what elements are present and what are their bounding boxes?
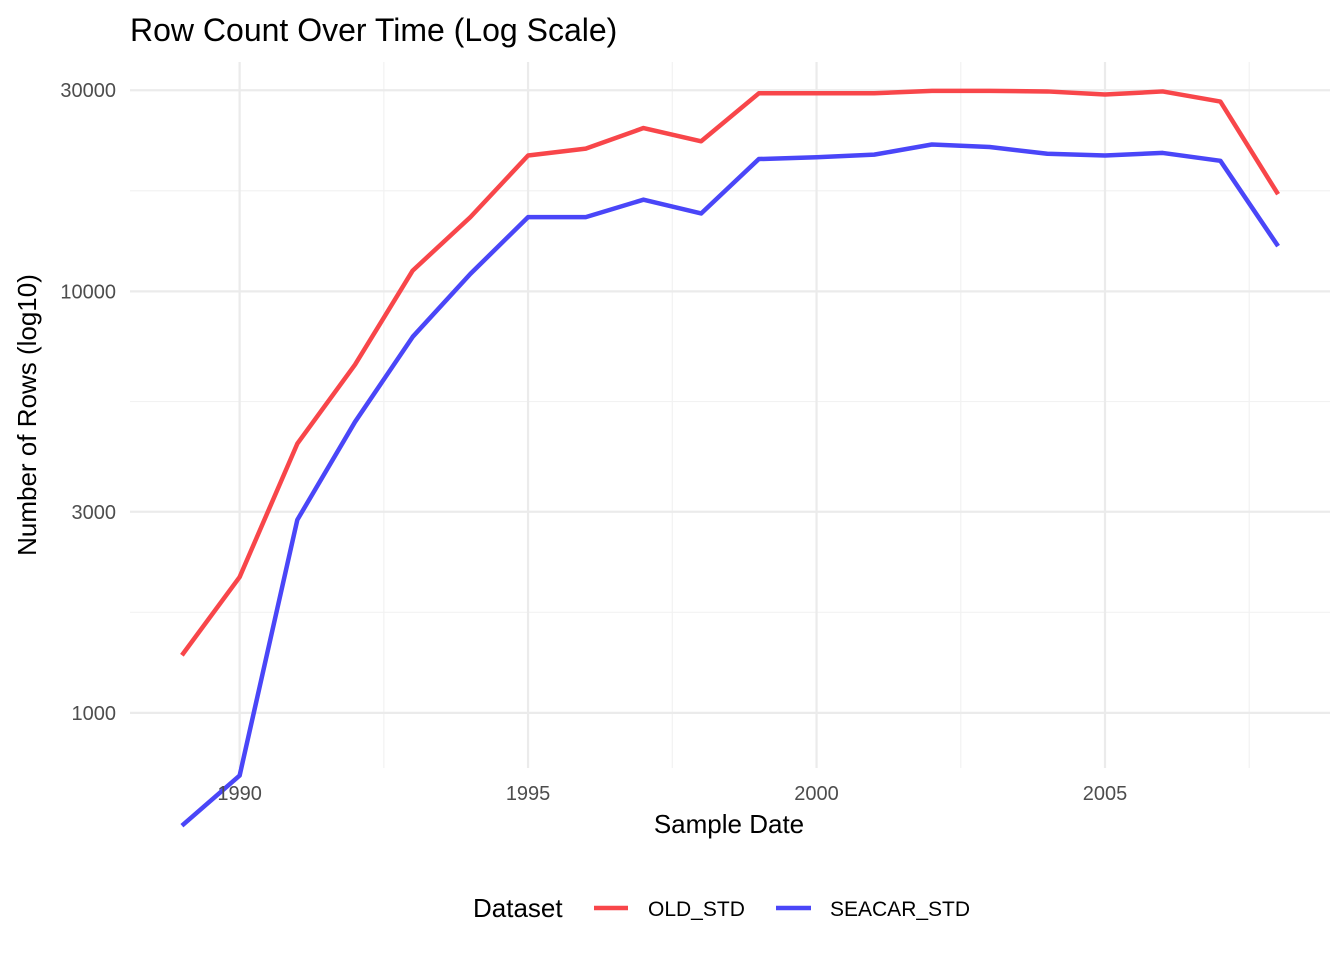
series-lines bbox=[180, 88, 1280, 828]
gridlines bbox=[130, 62, 1330, 768]
x-axis-title: Sample Date bbox=[654, 809, 804, 839]
series-line-seacar-std bbox=[180, 142, 1280, 828]
x-tick-label: 2000 bbox=[794, 783, 839, 805]
x-axis-ticks: 1990 1995 2000 2005 bbox=[217, 783, 1127, 805]
y-tick-label: 1000 bbox=[72, 703, 117, 725]
x-tick-label: 1995 bbox=[506, 783, 551, 805]
chart-title: Row Count Over Time (Log Scale) bbox=[130, 12, 617, 48]
x-tick-label: 2005 bbox=[1083, 783, 1128, 805]
legend: Dataset OLD_STD SEACAR_STD bbox=[473, 893, 970, 923]
legend-label-seacar-std: SEACAR_STD bbox=[830, 898, 970, 921]
y-axis-ticks: 1000 3000 10000 30000 bbox=[60, 80, 116, 725]
series-line-old-std bbox=[180, 88, 1280, 657]
y-tick-label: 10000 bbox=[60, 281, 116, 303]
legend-title: Dataset bbox=[473, 893, 563, 923]
y-tick-label: 3000 bbox=[72, 502, 117, 524]
legend-label-old-std: OLD_STD bbox=[648, 898, 745, 921]
x-tick-label: 1990 bbox=[217, 783, 262, 805]
y-axis-title: Number of Rows (log10) bbox=[12, 274, 42, 556]
y-tick-label: 30000 bbox=[60, 80, 116, 102]
